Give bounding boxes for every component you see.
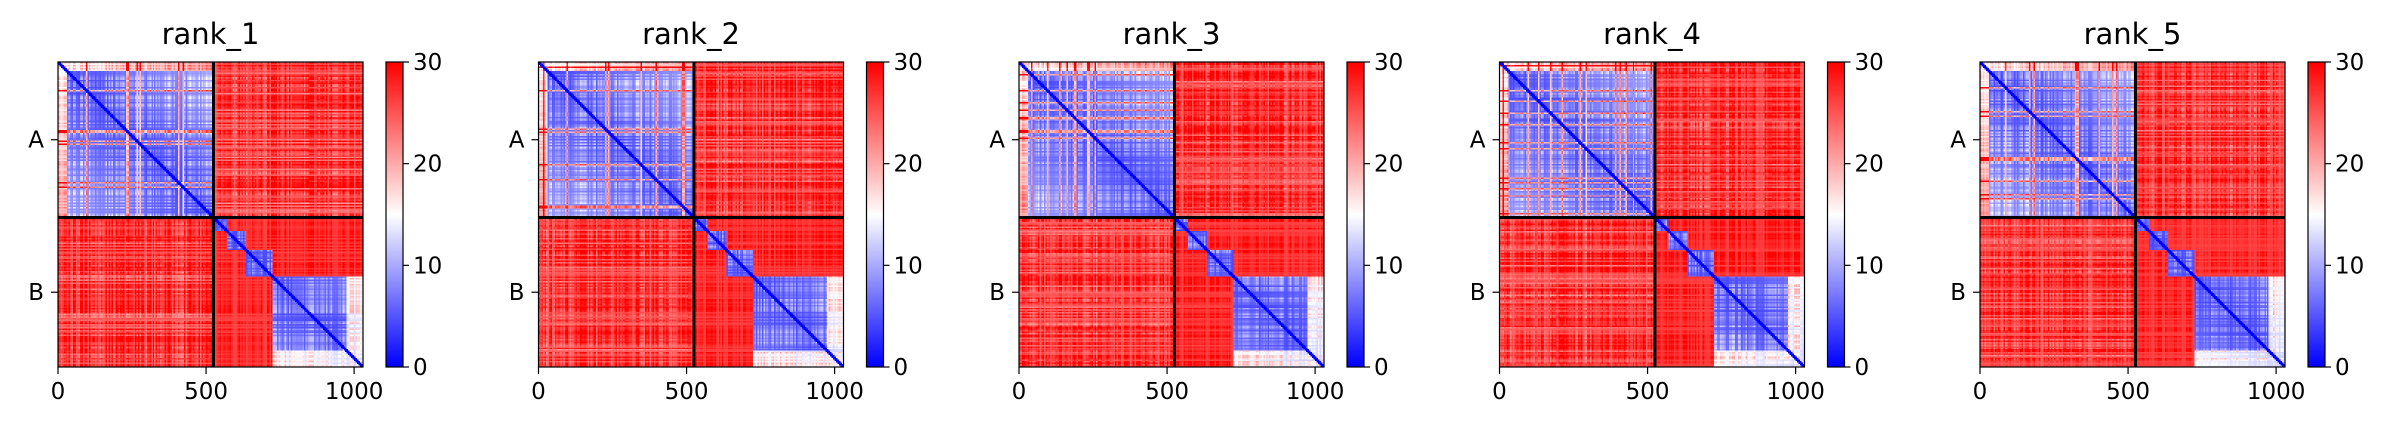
y-tick-label: B <box>1950 280 1966 306</box>
y-tick-label: A <box>28 128 44 154</box>
heatmap-frame <box>1498 61 1806 368</box>
x-tick-label: 1000 <box>325 379 384 405</box>
y-tick-label: A <box>1950 128 1966 154</box>
colorbar-tick-label: 0 <box>413 355 428 381</box>
colorbar-tick-label: 30 <box>1374 50 1403 76</box>
x-tick-label: 500 <box>2106 379 2150 405</box>
heatmap-frame <box>537 61 845 368</box>
y-tick-label: B <box>989 280 1005 306</box>
colorbar-gradient <box>866 62 884 367</box>
x-tick-label: 1000 <box>1766 379 1825 405</box>
colorbar-gradient <box>386 62 403 367</box>
panel-2: rank_2 0 500 1000 A B 0 10 20 30 <box>509 17 923 405</box>
y-tick-label: A <box>989 128 1005 154</box>
colorbar-tick-label: 0 <box>894 355 909 381</box>
x-tick-label: 0 <box>1492 379 1507 405</box>
colorbar-tick-label: 0 <box>1374 355 1389 381</box>
panel-3: rank_3 0 500 1000 A B 0 10 20 30 <box>989 17 1403 405</box>
colorbar-tick-label: 10 <box>894 253 923 279</box>
colorbar-tick-label: 30 <box>894 50 923 76</box>
y-tick-label: B <box>28 280 44 306</box>
colorbar-frame <box>865 61 885 368</box>
y-tick-label: A <box>509 128 525 154</box>
x-tick-label: 0 <box>51 379 66 405</box>
x-tick-label: 1000 <box>805 379 864 405</box>
heatmap-frame <box>57 61 364 368</box>
heatmap-image <box>1019 62 1324 367</box>
colorbar-tick-label: 10 <box>2335 253 2364 279</box>
heatmap-image <box>538 62 844 367</box>
x-tick-label: 0 <box>1012 379 1027 405</box>
colorbar-tick-label: 30 <box>413 50 442 76</box>
colorbar-tick-label: 20 <box>2335 152 2364 178</box>
panel-title: rank_3 <box>1123 17 1221 51</box>
y-tick-label: B <box>1470 280 1486 306</box>
colorbar-tick-label: 0 <box>2335 355 2350 381</box>
heatmap-image <box>1499 62 1805 367</box>
x-tick-label: 500 <box>1145 379 1189 405</box>
colorbar-tick-label: 20 <box>1374 152 1403 178</box>
x-tick-label: 500 <box>1626 379 1670 405</box>
x-tick-label: 1000 <box>1286 379 1345 405</box>
colorbar-tick-label: 30 <box>1855 50 1884 76</box>
heatmap-image <box>58 62 363 367</box>
colorbar-tick-label: 20 <box>894 152 923 178</box>
colorbar-frame <box>1346 61 1365 368</box>
colorbar-frame <box>1826 61 1846 368</box>
panel-5: rank_5 0 500 1000 A B 0 10 20 30 <box>1950 17 2364 405</box>
panel-title: rank_1 <box>162 17 260 51</box>
colorbar-tick-label: 20 <box>1855 152 1884 178</box>
panel-title: rank_5 <box>2084 17 2182 51</box>
x-tick-label: 0 <box>1973 379 1988 405</box>
x-tick-label: 0 <box>531 379 546 405</box>
colorbar-tick-label: 10 <box>1855 253 1884 279</box>
panel-title: rank_2 <box>642 17 740 51</box>
colorbar-gradient <box>1827 62 1845 367</box>
y-tick-label: B <box>509 280 525 306</box>
colorbar-tick-label: 30 <box>2335 50 2364 76</box>
x-tick-label: 1000 <box>2247 379 2306 405</box>
panel-4: rank_4 0 500 1000 A B 0 10 20 30 <box>1470 17 1884 405</box>
colorbar-gradient <box>2308 62 2325 367</box>
y-tick-label: A <box>1470 128 1486 154</box>
panel-title: rank_4 <box>1603 17 1701 51</box>
colorbar-gradient <box>1347 62 1364 367</box>
heatmap-frame <box>1018 61 1325 368</box>
heatmap-image <box>1980 62 2285 367</box>
colorbar-tick-label: 0 <box>1855 355 1870 381</box>
x-tick-label: 500 <box>665 379 709 405</box>
colorbar-tick-label: 10 <box>1374 253 1403 279</box>
colorbar-tick-label: 10 <box>413 253 442 279</box>
colorbar-frame <box>385 61 404 368</box>
x-tick-label: 500 <box>184 379 228 405</box>
colorbar-tick-label: 20 <box>413 152 442 178</box>
panel-1: rank_1 0 500 1000 A B 0 10 20 30 <box>28 17 442 405</box>
colorbar-frame <box>2307 61 2326 368</box>
heatmap-frame <box>1979 61 2286 368</box>
